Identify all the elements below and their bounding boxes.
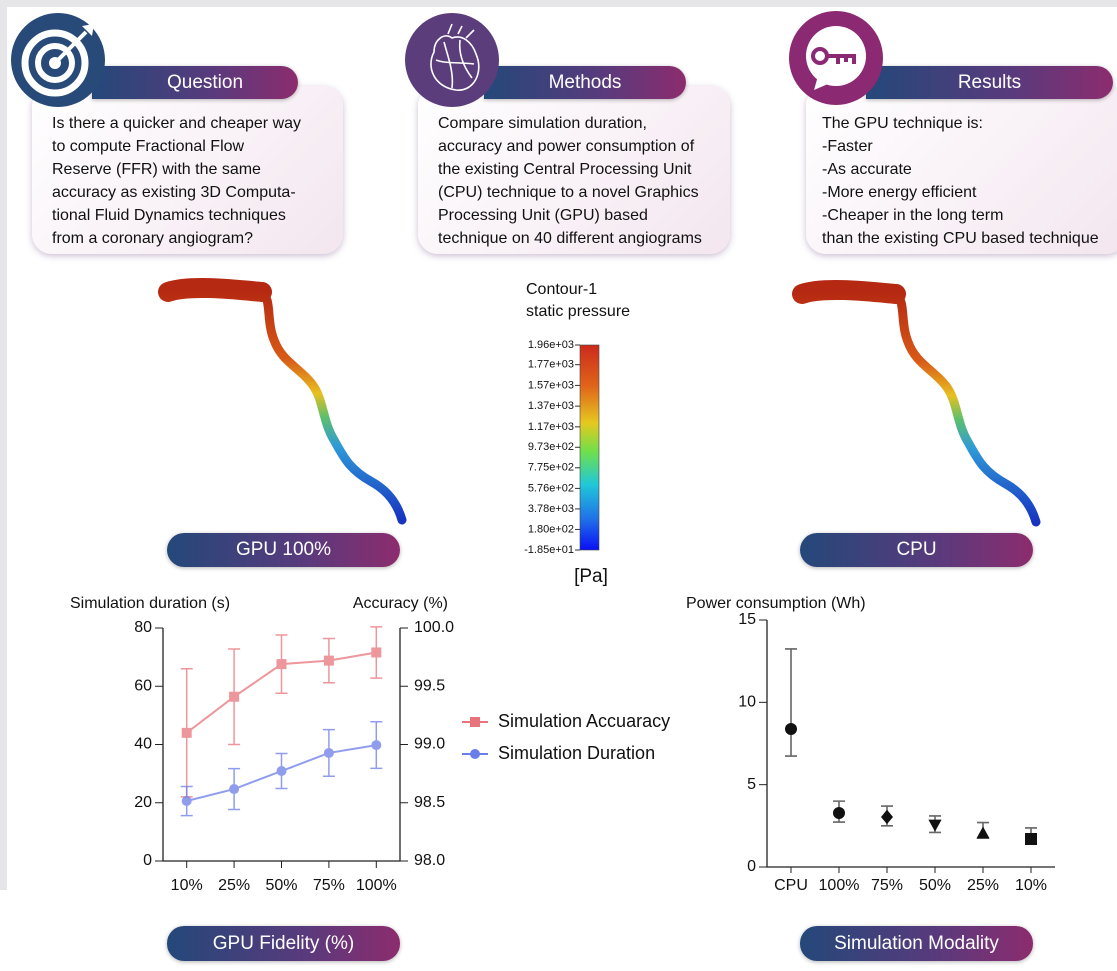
x-tick-label: 75% — [313, 877, 345, 894]
colorbar-tick-label: 3.78e+03 — [528, 503, 574, 515]
axes — [767, 620, 1055, 867]
point — [785, 723, 797, 735]
point — [371, 740, 381, 750]
point — [229, 692, 239, 702]
cpu-vessel — [802, 290, 1036, 522]
y-tick-label: 5 — [747, 776, 756, 793]
legend-marker — [470, 717, 480, 727]
x-tick-label: 75% — [871, 877, 903, 894]
y-tick-label: 10 — [738, 694, 756, 711]
legend-marker — [470, 749, 480, 759]
x-tick-label: 100% — [356, 877, 397, 894]
point — [928, 820, 941, 832]
colorbar-unit: [Pa] — [574, 566, 608, 587]
figure-label: CPU — [800, 533, 1033, 567]
y-axis-title: Power consumption (Wh) — [686, 595, 866, 612]
figure-label: GPU 100% — [167, 533, 400, 567]
colorbar — [580, 345, 599, 550]
point — [277, 766, 287, 776]
colorbar-tick-label: 1.57e+03 — [528, 379, 574, 391]
y2-tick-label: 99.0 — [414, 736, 445, 753]
y2-tick-label: 100.0 — [414, 619, 454, 636]
x-tick-label: 10% — [1015, 877, 1047, 894]
y2-tick-label: 98.0 — [414, 852, 445, 869]
y-tick-label: 0 — [747, 858, 756, 875]
x-tick-label: 25% — [967, 877, 999, 894]
y-tick-label: 20 — [134, 794, 152, 811]
colorbar-tick-label: 9.73e+02 — [528, 441, 574, 453]
point — [976, 826, 989, 838]
point — [833, 807, 845, 819]
colorbar-tick-label: 1.37e+03 — [528, 400, 574, 412]
colorbar-title: static pressure — [526, 303, 630, 320]
x-tick-label: 50% — [919, 877, 951, 894]
point — [182, 728, 192, 738]
point — [229, 784, 239, 794]
page: Is there a quicker and cheaper wayto com… — [0, 0, 1117, 971]
x-axis-title: Simulation Modality — [800, 926, 1033, 961]
colorbar-tick-label: 7.75e+02 — [528, 462, 574, 474]
point — [324, 748, 334, 758]
y2-tick-label: 99.5 — [414, 677, 445, 694]
point — [277, 659, 287, 669]
point — [182, 796, 192, 806]
legend-label: Simulation Accuaracy — [498, 711, 670, 731]
x-tick-label: CPU — [774, 877, 808, 894]
y-tick-label: 80 — [134, 619, 152, 636]
colorbar-tick-label: -1.85e+01 — [524, 544, 574, 556]
colorbar-tick-label: 1.96e+03 — [528, 339, 574, 351]
colorbar-tick-label: 5.76e+02 — [528, 482, 574, 494]
point — [324, 656, 334, 666]
x-tick-label: 10% — [171, 877, 203, 894]
colorbar-tick-label: 1.80e+02 — [528, 523, 574, 535]
y-tick-label: 0 — [143, 852, 152, 869]
point — [1025, 833, 1037, 845]
y2-tick-label: 98.5 — [414, 794, 445, 811]
y2-axis-title: Accuracy (%) — [353, 595, 448, 612]
error-bar — [785, 649, 797, 756]
x-tick-label: 25% — [218, 877, 250, 894]
point — [371, 647, 381, 657]
y-tick-label: 15 — [738, 611, 756, 628]
colorbar-tick-label: 1.17e+03 — [528, 421, 574, 433]
gpu-vessel — [168, 288, 402, 520]
point — [881, 810, 893, 824]
figure-area: Contour-1 static pressure 1.96e+03 1.77e+03… — [0, 0, 1117, 971]
colorbar-title: Contour-1 — [526, 281, 597, 298]
y-tick-label: 40 — [134, 736, 152, 753]
series — [181, 722, 383, 816]
y-axis-title: Simulation duration (s) — [70, 595, 230, 612]
x-tick-label: 100% — [819, 877, 860, 894]
colorbar-tick-label: 1.77e+03 — [528, 359, 574, 371]
x-axis-title: GPU Fidelity (%) — [167, 926, 400, 961]
y-tick-label: 60 — [134, 677, 152, 694]
x-tick-label: 50% — [265, 877, 297, 894]
legend-label: Simulation Duration — [498, 743, 655, 763]
